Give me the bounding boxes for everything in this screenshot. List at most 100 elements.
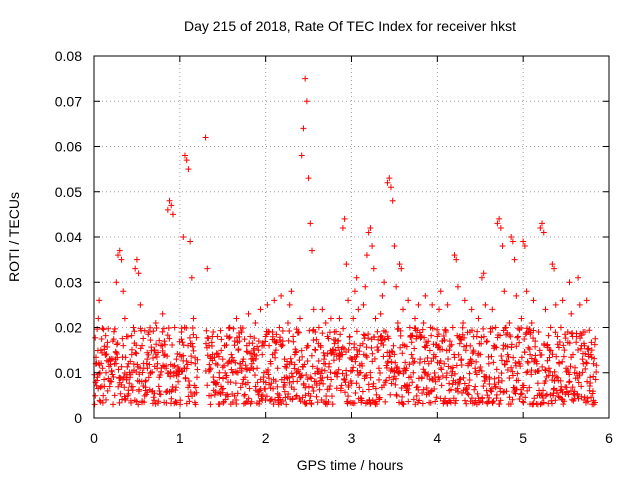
data-point: [308, 401, 315, 408]
data-point: [102, 332, 109, 339]
data-point: [99, 325, 106, 332]
data-point: [270, 401, 277, 408]
data-point: [369, 350, 376, 357]
data-point: [178, 336, 185, 343]
data-point: [478, 340, 485, 347]
data-point: [244, 379, 251, 386]
data-point: [168, 395, 175, 402]
data-point: [472, 383, 479, 390]
data-point: [363, 252, 370, 259]
data-point: [411, 358, 418, 365]
data-point: [274, 383, 281, 390]
data-point: [103, 369, 110, 376]
data-point: [251, 335, 258, 342]
data-point: [266, 375, 273, 382]
data-point: [293, 348, 300, 355]
data-point: [523, 288, 530, 295]
data-point: [241, 392, 248, 399]
data-point: [525, 359, 532, 366]
data-point: [173, 399, 180, 406]
data-point: [472, 365, 479, 372]
data-point: [579, 369, 586, 376]
data-point: [190, 347, 197, 354]
data-point: [359, 388, 366, 395]
data-point: [447, 399, 454, 406]
data-point: [204, 334, 211, 341]
data-point: [566, 378, 573, 385]
data-point: [459, 331, 466, 338]
data-point: [297, 373, 304, 380]
data-point: [536, 347, 543, 354]
data-point: [190, 331, 197, 338]
data-point: [585, 345, 592, 352]
data-point: [322, 319, 329, 326]
data-point: [299, 353, 306, 360]
data-point: [565, 379, 572, 386]
data-point: [104, 387, 111, 394]
data-point: [438, 366, 445, 373]
data-point: [178, 367, 185, 374]
data-point: [291, 386, 298, 393]
data-point: [549, 372, 556, 379]
data-point: [587, 380, 594, 387]
data-point: [118, 256, 125, 263]
data-point: [432, 398, 439, 405]
data-point: [316, 386, 323, 393]
data-point: [185, 378, 192, 385]
data-point: [542, 377, 549, 384]
data-point: [485, 360, 492, 367]
data-point: [266, 342, 273, 349]
data-point: [573, 339, 580, 346]
data-point: [367, 224, 374, 231]
data-point: [428, 332, 435, 339]
data-point: [132, 349, 139, 356]
data-point: [337, 331, 344, 338]
data-point: [460, 374, 467, 381]
data-point: [472, 369, 479, 376]
data-point: [239, 380, 246, 387]
data-point: [406, 382, 413, 389]
data-point: [431, 370, 438, 377]
data-point: [556, 360, 563, 367]
data-point: [242, 374, 249, 381]
data-point: [421, 358, 428, 365]
data-point: [91, 401, 98, 408]
data-point: [169, 342, 176, 349]
data-point: [362, 283, 369, 290]
data-point: [206, 361, 213, 368]
data-point: [288, 288, 295, 295]
data-point: [329, 401, 336, 408]
data-point: [501, 361, 508, 368]
data-point: [330, 357, 337, 364]
data-point: [406, 361, 413, 368]
data-point: [551, 265, 558, 272]
data-point: [539, 363, 546, 370]
data-point: [161, 338, 168, 345]
data-point: [318, 366, 325, 373]
data-point: [308, 375, 315, 382]
x-axis-label: GPS time / hours: [297, 457, 404, 473]
data-point: [490, 342, 497, 349]
data-point: [349, 367, 356, 374]
data-point: [319, 330, 326, 337]
data-point: [279, 328, 286, 335]
data-point: [469, 350, 476, 357]
data-point: [121, 384, 128, 391]
data-point: [276, 392, 283, 399]
data-point: [413, 392, 420, 399]
data-point: [122, 397, 129, 404]
data-point: [187, 389, 194, 396]
data-point: [317, 370, 324, 377]
data-point: [278, 292, 285, 299]
data-point: [477, 364, 484, 371]
data-point: [566, 279, 573, 286]
data-point: [421, 369, 428, 376]
data-point: [381, 279, 388, 286]
axis-ticks: 0 1 2 3 4 5 6 0 0.01 0.02 0.03 0.04 0.05 0.06 0.07 0.08: [55, 48, 613, 446]
data-point: [309, 363, 316, 370]
data-point: [248, 350, 255, 357]
data-point: [544, 357, 551, 364]
data-point: [163, 399, 170, 406]
data-point: [420, 366, 427, 373]
data-point: [465, 360, 472, 367]
